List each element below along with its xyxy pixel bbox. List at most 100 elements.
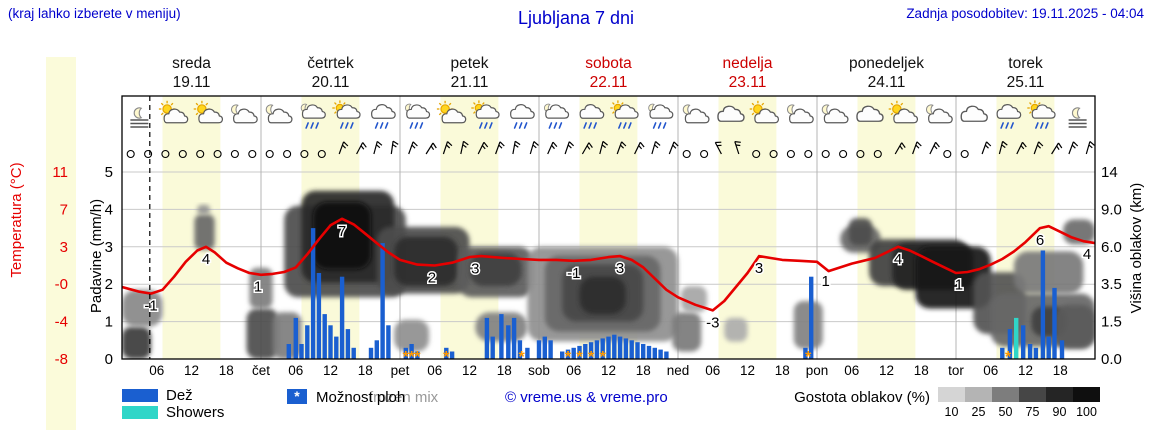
cloud-density-scale-box [938, 387, 965, 402]
wind-barb-icon [894, 142, 906, 155]
weather-icon-moon-rain [300, 103, 326, 129]
weather-icon-sun-cloud [158, 100, 189, 124]
wind-barb-icon [564, 141, 575, 155]
precip-bar [629, 340, 634, 359]
day-headers: sreda 19.11 četrtek 20.11 petek 21.11 sobota 22… [172, 55, 1044, 91]
cloud-blob [848, 218, 873, 246]
x-tick-label: sob [528, 363, 550, 378]
precip-bar [322, 314, 327, 359]
weather-icon-moon-cloud [231, 104, 258, 124]
x-tick-label: 06 [427, 363, 442, 378]
weather-icon-moon-rain [405, 103, 431, 129]
rain-legend-label: Dež [166, 387, 193, 404]
cloud-blob [1013, 251, 1084, 294]
x-tick-label: 06 [705, 363, 720, 378]
wind-barb-icon [929, 141, 940, 155]
temp-tick-label: -0 [55, 276, 68, 293]
cloud-blob [194, 214, 215, 250]
day-name-label: torek [1008, 55, 1043, 72]
precip-bars-group [286, 228, 1065, 359]
x-tick-label: 12 [879, 363, 894, 378]
cloud-blob [246, 308, 279, 359]
weather-icon-moon-fog [1068, 107, 1087, 128]
temp-value-label: -1 [567, 265, 580, 282]
x-tick-label: 06 [983, 363, 998, 378]
cloud-axis-title: Višina oblakov (km) [1128, 182, 1145, 314]
day-name-label: sobota [585, 55, 632, 72]
last-update: Zadnja posodobitev: 19.11.2025 - 04:04 [906, 6, 1144, 21]
precip-bar [1046, 336, 1051, 359]
x-tick-label: pet [391, 363, 410, 378]
weather-icon-sun-rain [332, 100, 361, 129]
cloud-density-legend-label: Gostota oblakov (%) [794, 389, 930, 406]
temp-tick-label: -8 [55, 351, 68, 368]
x-tick-label: čet [252, 363, 270, 378]
precip-bar [511, 317, 517, 359]
day-name-label: sreda [172, 55, 211, 72]
precip-bar [635, 342, 640, 359]
weather-icon-sun-rain [1027, 100, 1056, 129]
temperature-line [122, 217, 1095, 312]
day-date-label: 21.11 [451, 74, 489, 91]
wind-calm-icon [161, 149, 170, 159]
x-tick-label: 06 [149, 363, 164, 378]
wind-calm-icon [144, 149, 153, 159]
wind-barb-icon [581, 142, 593, 155]
cloud-blob [394, 319, 429, 352]
precip-tick-label: 3 [105, 239, 113, 256]
day-name-label: ponedeljek [849, 55, 924, 72]
wind-barb-icon [477, 141, 489, 155]
temp-tick-label: -4 [55, 314, 68, 331]
temp-value-label: 7 [338, 223, 346, 240]
wind-calm-icon [248, 149, 257, 159]
copyright-link[interactable]: © vreme.us & vreme.pro [505, 389, 668, 406]
temp-value-label: -1 [144, 298, 157, 315]
wind-barb-icon [981, 141, 992, 155]
precip-bar [368, 347, 374, 359]
cloud-tick-label: 3.5 [1101, 276, 1122, 293]
precip-bar [571, 347, 576, 359]
shower-chance-star-icon: * [576, 349, 583, 366]
weather-icon-moon-rain [648, 103, 674, 129]
wind-barb-icon [529, 141, 539, 155]
x-tick-label: tor [948, 363, 964, 378]
wind-barb-icon [1051, 142, 1063, 155]
wind-barb-icon [338, 141, 349, 155]
day-name-label: četrtek [307, 55, 354, 72]
cloud-tick-label: 14 [1101, 164, 1118, 181]
precip-bar [1052, 287, 1057, 359]
precip-bar [606, 336, 611, 359]
cloud-layer [122, 190, 1095, 359]
temp-value-label: 4 [202, 251, 210, 268]
x-tick-label: ned [667, 363, 690, 378]
wind-calm-icon [769, 149, 778, 159]
wind-barb-icon [616, 141, 627, 155]
precip-bar [386, 325, 391, 359]
temp-value-label: 3 [616, 260, 624, 277]
temp-tick-label: 7 [60, 201, 68, 218]
wind-calm-icon [700, 149, 709, 159]
shower-chance-star-icon: * [518, 349, 525, 366]
wind-calm-icon [786, 149, 795, 159]
precip-bar [415, 351, 420, 359]
x-tick-label: pon [806, 363, 829, 378]
temp-tick-label: 3 [60, 239, 68, 256]
weather-icon-cloud [856, 105, 884, 122]
precip-bar [577, 345, 582, 359]
wind-barb-icon [651, 141, 661, 155]
wind-calm-icon [821, 149, 830, 159]
precip-bar [1040, 250, 1046, 359]
shower-chance-star-icon: * [414, 349, 421, 366]
temp-value-label: 1 [822, 273, 830, 290]
star-markers-group: * * * * * * * * * * * [403, 349, 1012, 366]
cloud-density-scale-label: 10 [944, 405, 959, 419]
wind-calm-icon [213, 149, 222, 159]
precip-bar [334, 336, 339, 359]
precip-bar [525, 347, 530, 359]
weather-icon-cloud [717, 105, 745, 122]
precip-axis-title: Padavine (mm/h) [88, 198, 105, 314]
day-date-label: 23.11 [729, 74, 767, 91]
precip-bar [517, 340, 523, 359]
day-date-label: 20.11 [312, 74, 350, 91]
